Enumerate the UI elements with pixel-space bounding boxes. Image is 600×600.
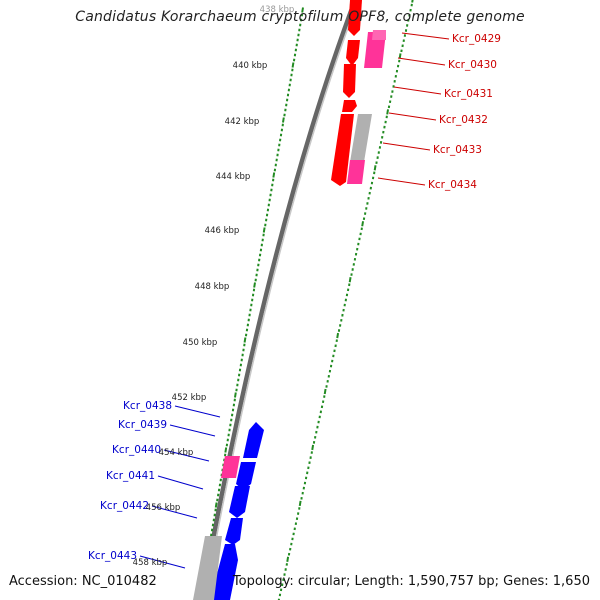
inner-scale-tick xyxy=(386,109,390,115)
gene-arrow[interactable] xyxy=(342,100,357,112)
gene-leader-line xyxy=(163,449,210,462)
outer-scale-tick xyxy=(301,7,304,13)
scale-label: 448 kbp xyxy=(195,282,230,292)
gene-rna[interactable] xyxy=(347,160,365,184)
gene-leader-line xyxy=(377,177,426,186)
gene-leader-line xyxy=(401,32,450,40)
gene-label-kcr_0432[interactable]: Kcr_0432 xyxy=(439,114,488,126)
scale-label: 444 kbp xyxy=(216,172,251,182)
gene-label-kcr_0440[interactable]: Kcr_0440 xyxy=(112,444,161,456)
outer-scale-tick xyxy=(253,282,256,288)
scale-label: 442 kbp xyxy=(225,117,260,127)
outer-scale-tick xyxy=(224,447,228,453)
gene-pseudo[interactable] xyxy=(350,114,372,162)
gene-block-light[interactable] xyxy=(372,30,386,40)
inner-scale-tick xyxy=(348,277,352,283)
backbone-arc xyxy=(199,0,358,600)
gene-leader-line xyxy=(397,57,446,66)
inner-scale-tick xyxy=(411,0,414,3)
gene-label-kcr_0433[interactable]: Kcr_0433 xyxy=(433,144,482,156)
outer-scale-tick xyxy=(282,117,285,123)
gene-leader-line xyxy=(169,424,216,437)
backbone-highlight xyxy=(203,0,359,600)
gene-block[interactable] xyxy=(364,32,386,68)
scale-label: 454 kbp xyxy=(159,448,194,458)
gene-label-kcr_0431[interactable]: Kcr_0431 xyxy=(444,88,493,100)
genome-title: Candidatus Korarchaeum cryptofilum OPF8,… xyxy=(75,9,525,25)
outer-scale-tick xyxy=(272,172,276,178)
scale-label: 450 kbp xyxy=(183,338,218,348)
outer-scale-tick xyxy=(214,502,218,508)
gene-leader-line xyxy=(157,475,204,490)
accession-text: Accession: NC_010482 xyxy=(9,574,157,589)
inner-scale-tick xyxy=(361,221,365,227)
gene-label-kcr_0439[interactable]: Kcr_0439 xyxy=(118,419,167,431)
gene-arrow[interactable] xyxy=(331,114,354,186)
gene-label-kcr_0443[interactable]: Kcr_0443 xyxy=(88,550,137,562)
inner-scale-tick xyxy=(336,332,340,339)
gene-arrow[interactable] xyxy=(346,40,360,66)
gene-leader-line xyxy=(393,86,442,95)
gene-label-kcr_0441[interactable]: Kcr_0441 xyxy=(106,470,155,482)
gene-leader-line xyxy=(174,405,221,418)
gene-arrow[interactable] xyxy=(343,64,356,98)
scale-label: 452 kbp xyxy=(172,393,207,403)
gene-leader-line xyxy=(382,142,431,151)
inner-scale-tick xyxy=(298,500,302,507)
gene-label-kcr_0434[interactable]: Kcr_0434 xyxy=(428,179,477,191)
outer-scale-tick xyxy=(243,337,247,343)
inner-scale-tick xyxy=(311,444,315,451)
gene-arrow[interactable] xyxy=(236,462,256,490)
outer-scale-tick xyxy=(262,227,266,233)
scale-label-bg xyxy=(258,3,300,15)
gene-pseudo[interactable] xyxy=(193,536,222,600)
gene-leader-line xyxy=(139,555,186,569)
gene-label-kcr_0429[interactable]: Kcr_0429 xyxy=(452,33,501,45)
gene-leader-line xyxy=(388,112,437,121)
gene-rna[interactable] xyxy=(221,456,240,478)
gene-label-kcr_0430[interactable]: Kcr_0430 xyxy=(448,59,497,71)
scale-label: 438 kbp xyxy=(260,5,295,15)
genome-summary-text: Topology: circular; Length: 1,590,757 bp… xyxy=(232,574,590,589)
gene-label-kcr_0442[interactable]: Kcr_0442 xyxy=(100,500,149,512)
inner-scale-tick xyxy=(323,388,327,395)
gene-arrow[interactable] xyxy=(210,544,238,600)
gene-arrow[interactable] xyxy=(225,518,243,545)
outer-scale-tick xyxy=(234,392,237,398)
scale-label: 446 kbp xyxy=(205,226,240,236)
scale-label: 456 kbp xyxy=(146,503,181,513)
gene-arrow[interactable] xyxy=(243,422,264,458)
outer-scale-tick xyxy=(291,62,295,68)
gene-label-kcr_0438[interactable]: Kcr_0438 xyxy=(123,400,172,412)
inner-scale-tick xyxy=(286,556,290,562)
gene-arrow[interactable] xyxy=(348,0,362,36)
gene-arrow[interactable] xyxy=(229,486,250,518)
gene-leader-line xyxy=(151,505,198,519)
inner-scale-tick xyxy=(398,53,402,59)
inner-scale-tick xyxy=(373,165,377,171)
scale-label: 440 kbp xyxy=(233,61,268,71)
scale-label: 458 kbp xyxy=(133,558,168,568)
